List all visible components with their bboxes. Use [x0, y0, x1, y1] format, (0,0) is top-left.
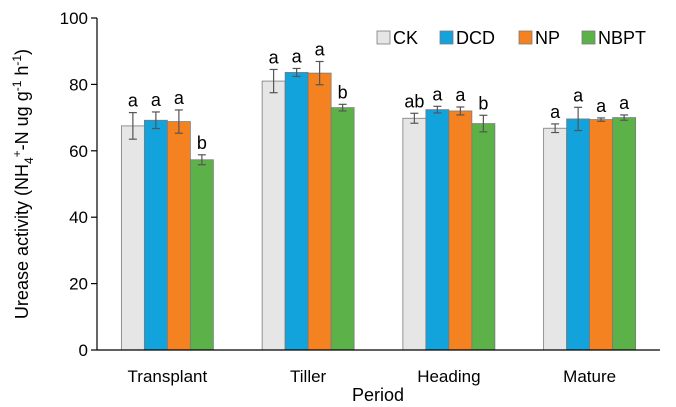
y-axis-title-sup: -1: [10, 55, 24, 66]
y-tick-label: 80: [69, 75, 88, 94]
x-tick-label: Transplant: [128, 367, 208, 386]
significance-label: a: [269, 47, 280, 67]
bar-np-heading: [448, 110, 473, 351]
bar-ck-tiller: [261, 80, 286, 351]
bar-ck-heading: [402, 117, 427, 351]
y-axis-title-part: ): [12, 49, 32, 55]
legend-swatch-ck: [376, 30, 391, 45]
significance-label: a: [151, 90, 162, 110]
significance-label: ab: [404, 91, 424, 111]
y-axis-title-sub: 4: [22, 157, 36, 164]
x-ticks-layer: Transplant Tiller Heading Mature: [128, 367, 617, 386]
legend: CK DCD NP NBPT: [376, 28, 646, 48]
bar-nbpt-tiller: [330, 107, 355, 351]
significance-label: a: [550, 102, 561, 122]
y-axis-title-sup: -1: [10, 80, 24, 91]
legend-label-np: NP: [535, 28, 560, 48]
significance-label: a: [573, 85, 584, 105]
y-ticks-layer: 0 20 40 60 80 100: [60, 9, 97, 360]
significance-label: a: [596, 96, 607, 116]
bar-np-transplant: [166, 121, 191, 351]
significance-label: a: [455, 85, 466, 105]
significance-label: b: [197, 133, 207, 153]
y-axis-title-part: -N ug g: [12, 91, 32, 150]
significance-label: a: [292, 46, 303, 66]
x-axis-title: Period: [352, 385, 404, 405]
bar-nbpt-mature: [612, 117, 637, 351]
bar-nbpt-heading: [471, 123, 496, 351]
significance-labels-layer: a a aba a ab ab a a b aaa a: [128, 39, 630, 152]
legend-swatch-np: [518, 30, 533, 45]
legend-swatch-nbpt: [581, 30, 596, 45]
y-axis-title-part: Urease activity (NH: [12, 164, 32, 319]
legend-label-ck: CK: [393, 28, 418, 48]
bar-np-tiller: [307, 72, 332, 351]
y-tick-label: 20: [69, 275, 88, 294]
y-tick-label: 100: [60, 9, 88, 28]
significance-label: b: [338, 82, 348, 102]
legend-swatch-dcd: [439, 30, 454, 45]
y-axis-title-sup: +: [10, 150, 24, 157]
significance-label: a: [432, 84, 443, 104]
bar-ck-mature: [543, 127, 568, 351]
y-tick-label: 60: [69, 142, 88, 161]
bar-nbpt-transplant: [189, 159, 214, 351]
significance-label: a: [315, 39, 326, 59]
significance-label: a: [128, 91, 139, 111]
y-tick-label: 0: [79, 341, 88, 360]
bar-dcd-heading: [425, 109, 450, 351]
bar-ck-transplant: [120, 125, 145, 351]
x-tick-label: Mature: [563, 367, 616, 386]
bar-np-mature: [589, 119, 614, 351]
axes-layer: [96, 18, 660, 351]
bar-dcd-mature: [566, 118, 591, 351]
y-tick-label: 40: [69, 208, 88, 227]
y-axis-title: Urease activity (NH4+-N ug g-1 h-1): [10, 49, 36, 319]
bars-layer: [120, 72, 637, 351]
bar-dcd-tiller: [284, 72, 309, 351]
y-axis-title-part: h: [12, 66, 32, 81]
significance-label: a: [619, 93, 630, 113]
bar-dcd-transplant: [143, 119, 168, 351]
x-tick-label: Heading: [417, 367, 480, 386]
legend-label-dcd: DCD: [456, 28, 495, 48]
significance-label: b: [478, 93, 488, 113]
significance-label: a: [174, 88, 185, 108]
x-tick-label: Tiller: [290, 367, 327, 386]
legend-label-nbpt: NBPT: [598, 28, 646, 48]
error-bars-layer: [128, 60, 629, 166]
